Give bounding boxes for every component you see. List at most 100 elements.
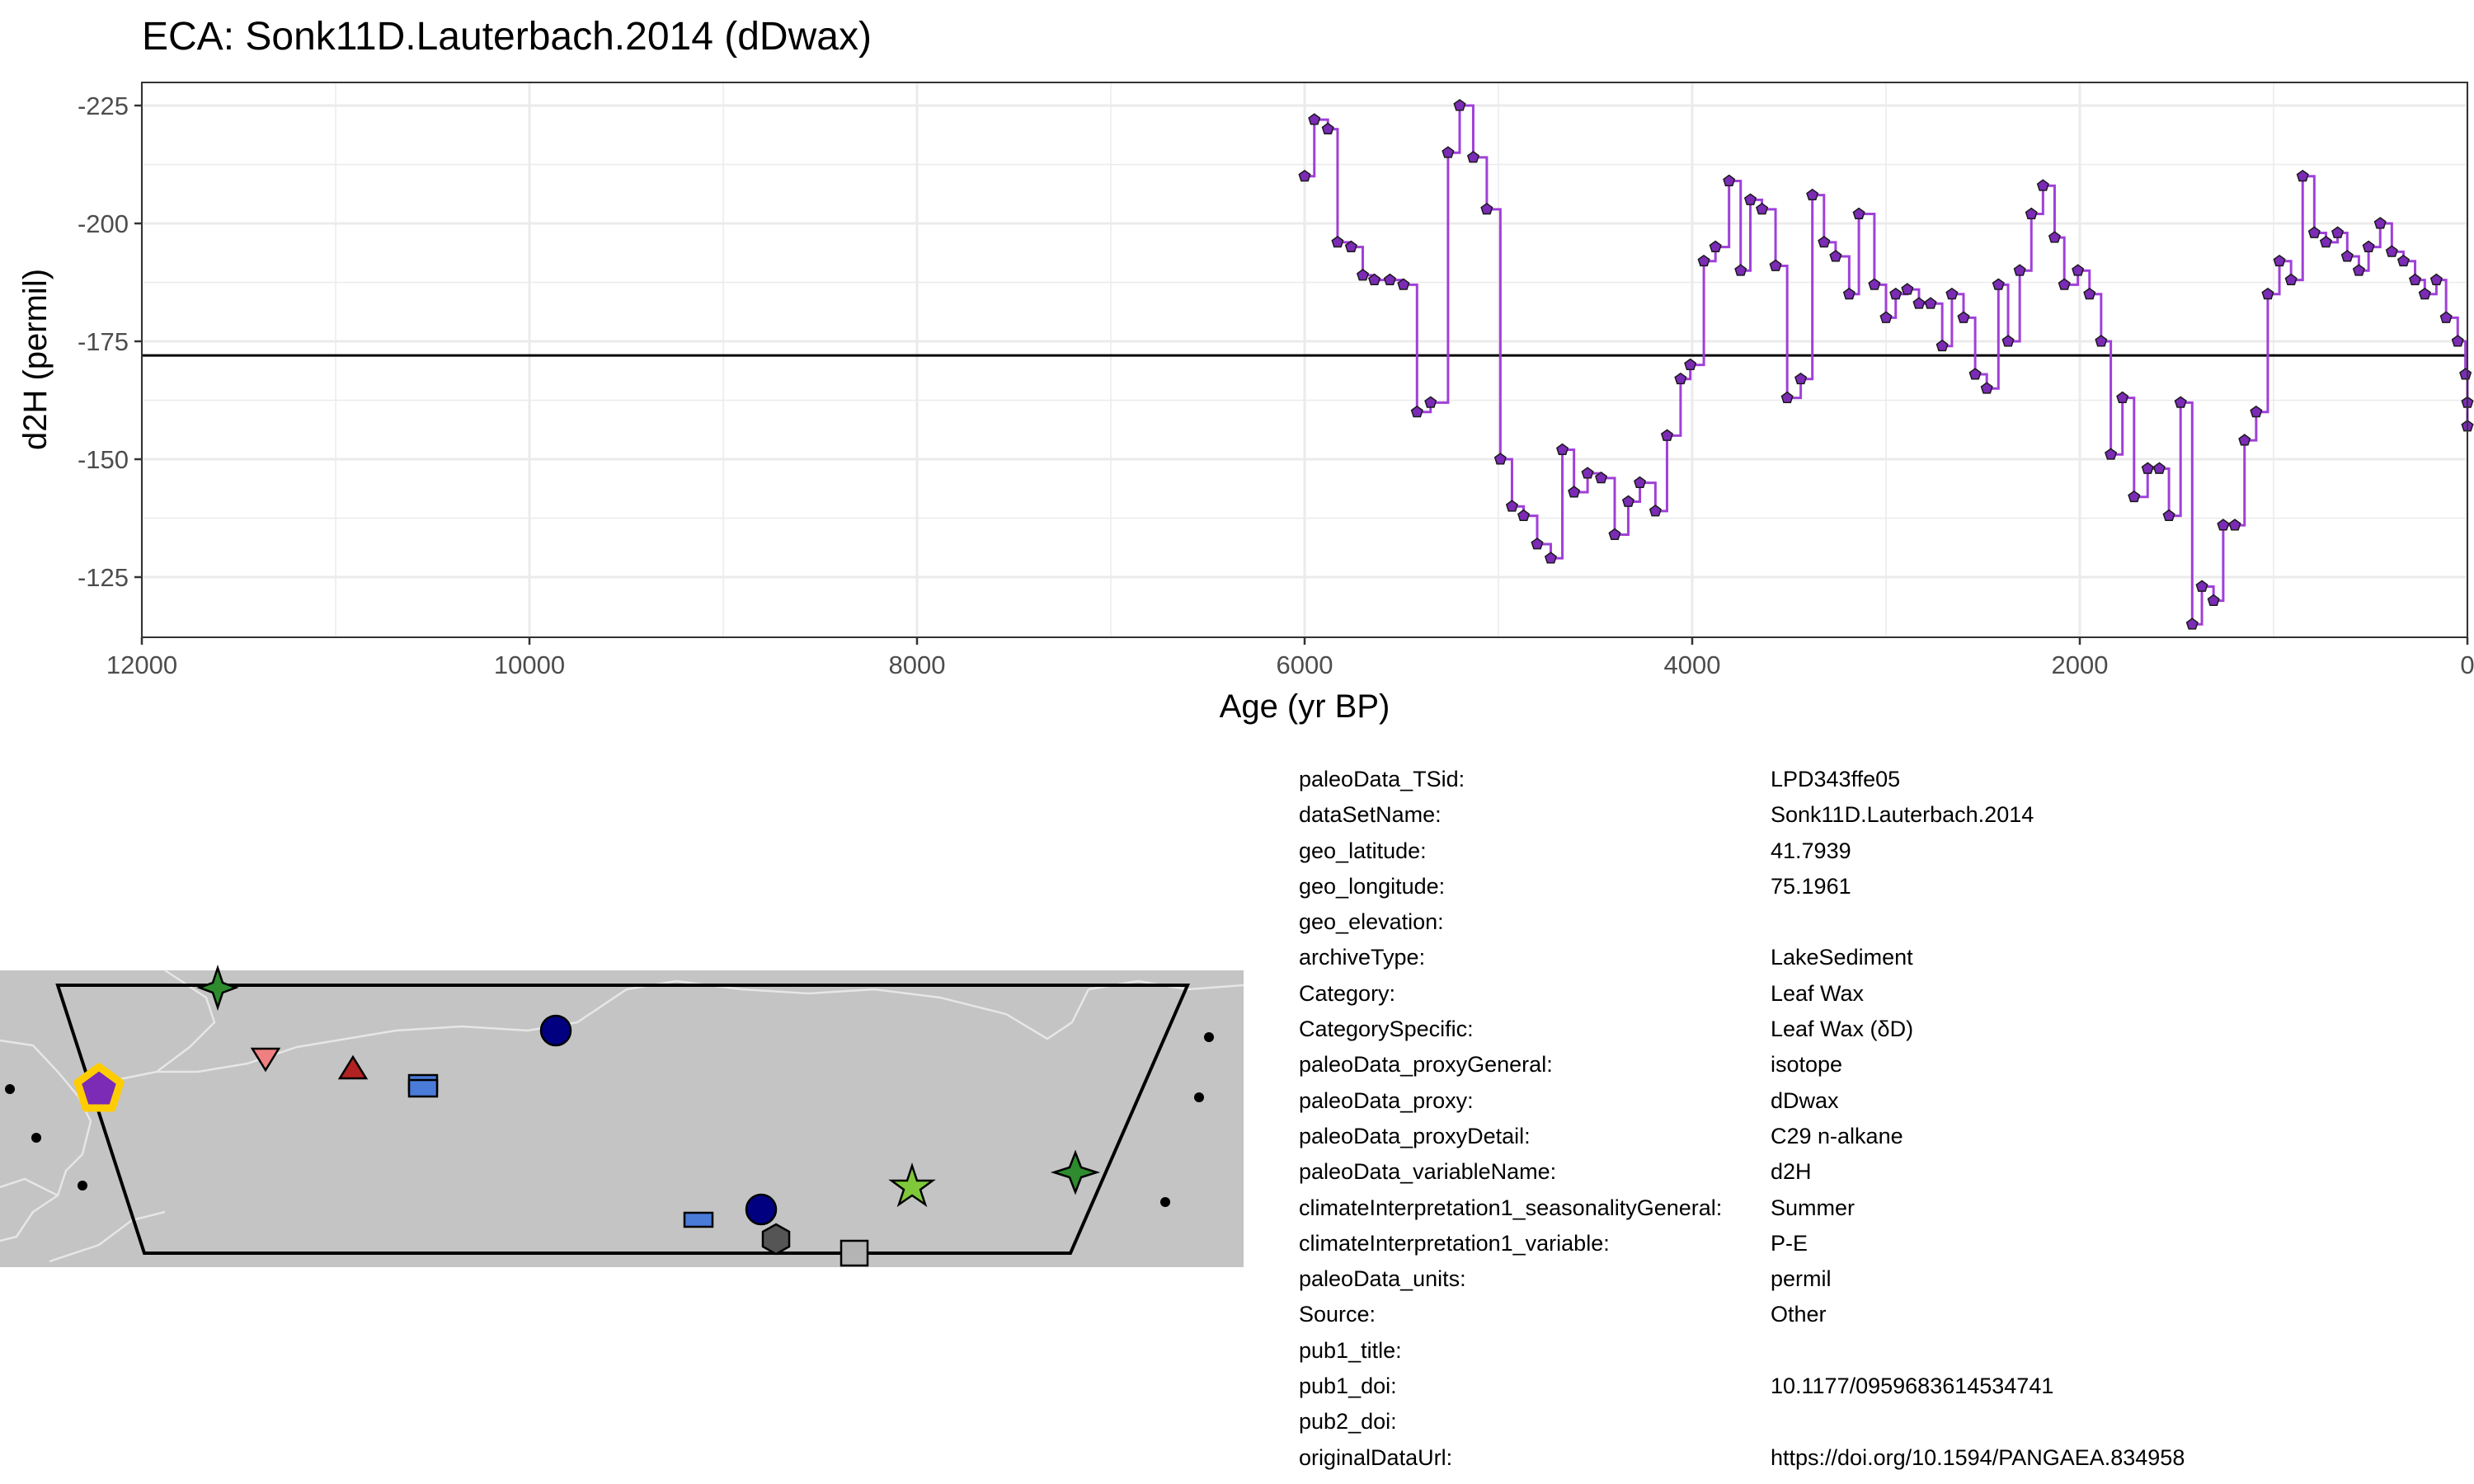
data-point bbox=[1397, 278, 1410, 290]
data-point bbox=[1595, 471, 1608, 484]
data-point bbox=[2284, 273, 2298, 286]
y-tick-label: -225 bbox=[78, 92, 129, 120]
data-point bbox=[1556, 443, 1569, 455]
data-point bbox=[1743, 193, 1757, 205]
data-point bbox=[2048, 231, 2061, 243]
metadata-row: pub2_doi: bbox=[1299, 1404, 2185, 1439]
metadata-key: climateInterpretation1_seasonalityGenera… bbox=[1299, 1195, 1723, 1220]
data-point bbox=[2001, 335, 2015, 347]
triangle-marker-icon bbox=[337, 1054, 369, 1080]
hexagon-marker-icon bbox=[761, 1223, 791, 1256]
square-marker-icon bbox=[840, 1239, 869, 1267]
data-point bbox=[1780, 391, 1794, 404]
data-point bbox=[1684, 358, 1697, 371]
metadata-key: climateInterpretation1_variable: bbox=[1299, 1230, 1610, 1256]
selected-site-marker bbox=[73, 1063, 125, 1112]
data-point bbox=[1517, 509, 1531, 522]
metadata-key: paleoData_proxy: bbox=[1299, 1087, 1474, 1113]
data-point bbox=[2013, 264, 2026, 276]
data-point bbox=[1321, 122, 1334, 135]
metadata-row: dataSetName: Sonk11D.Lauterbach.2014 bbox=[1299, 797, 2185, 833]
location-map bbox=[0, 965, 1244, 1267]
data-point bbox=[1709, 240, 1722, 253]
data-point bbox=[1531, 538, 1544, 550]
metadata-key: originalDataUrl: bbox=[1299, 1444, 1453, 1470]
data-point bbox=[2083, 287, 2096, 300]
metadata-row: paleoData_proxyGeneral: isotope bbox=[1299, 1047, 2185, 1082]
metadata-value: 10.1177/0959683614534741 bbox=[1771, 1374, 2054, 1399]
data-point bbox=[1442, 146, 1455, 158]
data-point bbox=[2352, 264, 2365, 276]
data-point bbox=[2036, 179, 2049, 191]
data-point bbox=[2331, 226, 2345, 238]
data-point bbox=[1945, 287, 1959, 300]
data-point bbox=[1453, 99, 1466, 111]
data-point bbox=[1912, 297, 1926, 309]
metadata-value: isotope bbox=[1771, 1052, 1843, 1078]
metadata-row: geo_elevation: bbox=[1299, 904, 2185, 940]
data-point bbox=[1568, 486, 1581, 498]
metadata-value: C29 n-alkane bbox=[1771, 1123, 1903, 1148]
y-tick-label: -175 bbox=[78, 327, 129, 356]
data-point bbox=[2418, 287, 2431, 300]
rect-marker-icon bbox=[683, 1211, 714, 1228]
data-point bbox=[2451, 335, 2464, 347]
data-point bbox=[1298, 169, 1311, 182]
data-point bbox=[1697, 254, 1710, 267]
data-point bbox=[1649, 504, 1662, 517]
metadata-row: paleoData_proxyDetail: C29 n-alkane bbox=[1299, 1119, 2185, 1154]
data-point bbox=[2116, 391, 2129, 404]
data-point bbox=[2217, 519, 2230, 531]
rect-double-marker-back-icon bbox=[407, 1078, 439, 1098]
circle-marker-icon-2 bbox=[745, 1193, 778, 1226]
data-point bbox=[2396, 254, 2410, 267]
data-point bbox=[2207, 594, 2220, 607]
x-tick-label: 12000 bbox=[106, 650, 177, 679]
map-site-dots bbox=[5, 1032, 1214, 1207]
metadata-value: Leaf Wax (δD) bbox=[1771, 1017, 1914, 1042]
data-point bbox=[2261, 287, 2274, 300]
data-point bbox=[2105, 448, 2118, 460]
metadata-key: pub1_title: bbox=[1299, 1337, 1402, 1363]
data-point bbox=[1368, 273, 1381, 286]
y-tick-label: -200 bbox=[78, 209, 129, 238]
metadata-key: paleoData_TSid: bbox=[1299, 767, 1465, 791]
metadata-value: LakeSediment bbox=[1771, 945, 1913, 970]
data-point bbox=[1344, 240, 1357, 253]
data-point bbox=[2340, 250, 2354, 262]
data-point bbox=[2439, 311, 2453, 323]
data-point bbox=[1410, 405, 1423, 418]
metadata-row: paleoData_TSid: LPD343ffe05 bbox=[1299, 762, 2185, 797]
map-markers bbox=[196, 965, 1101, 1267]
data-point bbox=[1544, 552, 1557, 564]
data-point bbox=[1868, 278, 1881, 290]
metadata-row: Category: Leaf Wax bbox=[1299, 976, 2185, 1012]
metadata-row: pub1_doi: 10.1177/0959683614534741 bbox=[1299, 1369, 2185, 1404]
data-point bbox=[1889, 287, 1903, 300]
data-point bbox=[2141, 462, 2154, 474]
data-point bbox=[1935, 339, 1949, 352]
pentagon-highlight-icon bbox=[73, 1063, 125, 1112]
metadata-key: paleoData_units: bbox=[1299, 1266, 1466, 1292]
metadata-table: paleoData_TSid: LPD343ffe05 dataSetName: So… bbox=[1299, 762, 2185, 1476]
data-point bbox=[1818, 235, 1831, 248]
data-point bbox=[1924, 297, 1937, 309]
data-point bbox=[1331, 235, 1344, 248]
metadata-value: permil bbox=[1771, 1266, 1832, 1292]
y-tick-label: -125 bbox=[78, 563, 129, 592]
metadata-row: paleoData_units: permil bbox=[1299, 1261, 2185, 1297]
metadata-key: Category: bbox=[1299, 980, 1396, 1006]
triangle-down-marker-icon bbox=[250, 1047, 281, 1073]
metadata-key: pub1_doi: bbox=[1299, 1374, 1397, 1399]
data-point bbox=[1901, 283, 1914, 295]
data-point bbox=[2373, 217, 2387, 229]
data-point bbox=[2058, 278, 2071, 290]
data-point bbox=[1756, 202, 1769, 215]
data-point bbox=[1734, 264, 1747, 276]
metadata-value: P-E bbox=[1771, 1230, 1808, 1256]
data-point bbox=[2273, 254, 2286, 267]
data-point bbox=[1879, 311, 1893, 323]
metadata-key: geo_longitude: bbox=[1299, 873, 1446, 899]
data-point bbox=[2429, 273, 2443, 286]
